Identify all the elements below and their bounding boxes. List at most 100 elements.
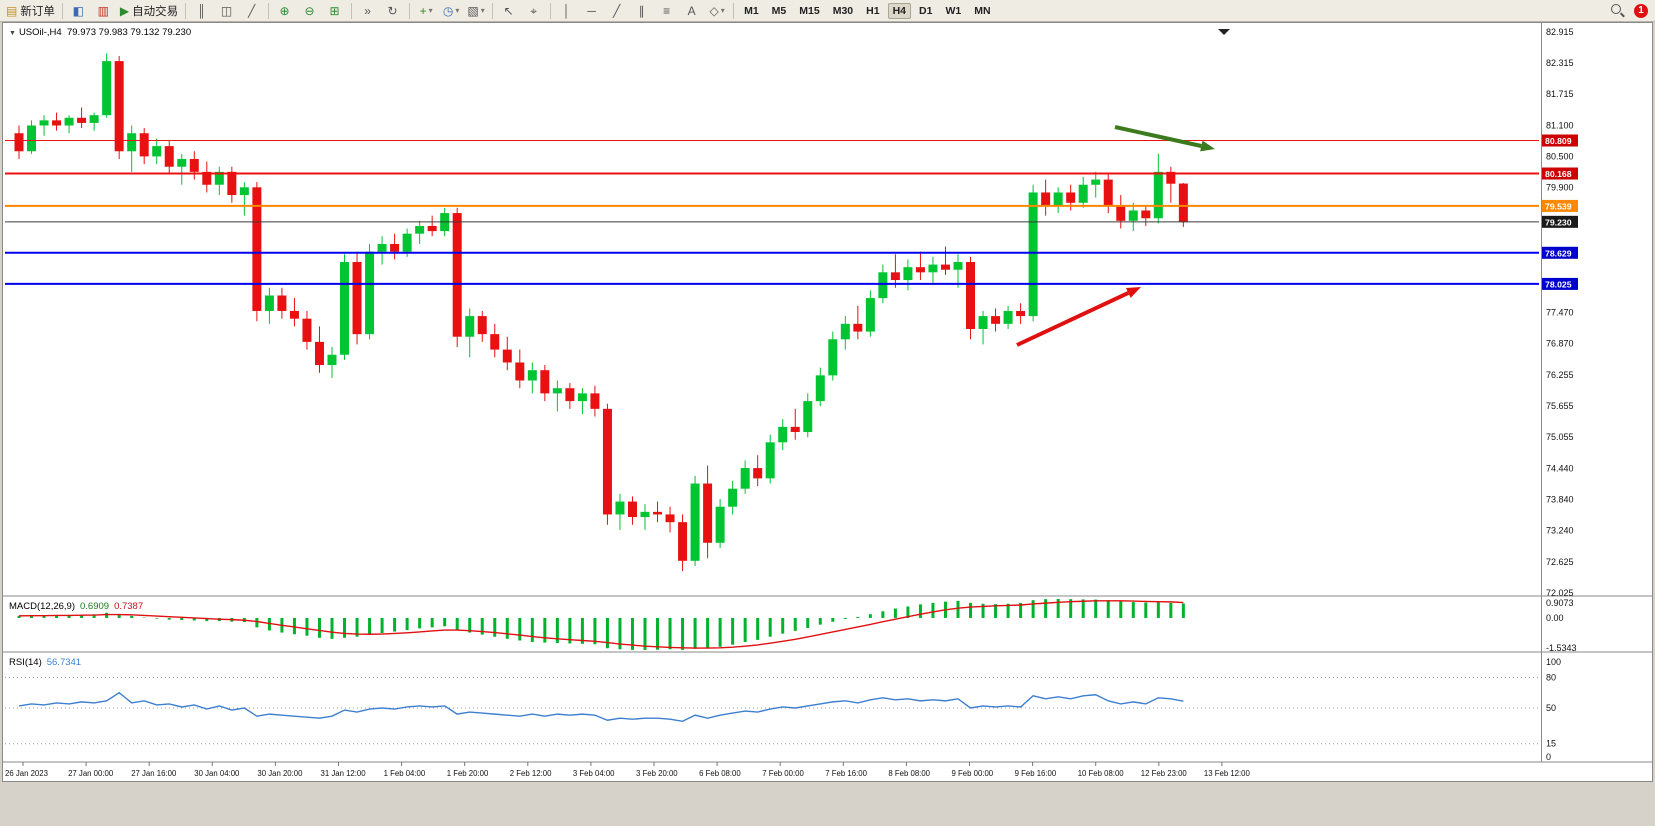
timeframe-m1-button[interactable]: M1 <box>744 4 759 17</box>
price-chart-canvas[interactable]: 82.915 82.315 81.715 81.100 80.500 79.900 77.4… <box>3 23 1652 781</box>
rsi-axis-label: 100 <box>1546 657 1561 667</box>
chevron-down-icon: ▾ <box>480 6 485 15</box>
svg-text:79.230: 79.230 <box>1545 217 1572 227</box>
time-axis-label: 2 Feb 12:00 <box>510 769 552 778</box>
toolbar-separator <box>268 2 270 19</box>
timeframe-m5-button[interactable]: M5 <box>771 4 787 17</box>
candle-body <box>289 310 299 319</box>
price-axis-label: 72.025 <box>1546 588 1574 598</box>
price-axis-label: 73.840 <box>1546 495 1574 505</box>
candle-body <box>778 426 788 443</box>
timeframe-h1-button[interactable]: H1 <box>866 4 880 17</box>
rsi-axis-label: 0 <box>1546 752 1551 762</box>
timeframe-m30-button[interactable]: M30 <box>832 4 854 17</box>
candle-body <box>1103 179 1113 206</box>
price-axis-label: 81.100 <box>1546 121 1574 131</box>
time-axis-label: 7 Feb 16:00 <box>825 769 867 778</box>
line-chart-button[interactable]: ╱ <box>240 1 264 21</box>
fibonacci-tool-button[interactable]: ≡ <box>655 1 679 21</box>
candlestick-icon: ◫ <box>220 3 233 18</box>
candle-body <box>114 61 124 152</box>
search-icon <box>1610 3 1625 18</box>
zoom-in-icon: ⊕ <box>279 3 290 18</box>
zoom-in-button[interactable]: ⊕ <box>273 1 297 21</box>
candle-body <box>928 264 938 273</box>
shapes-icon: ◇ <box>709 3 719 18</box>
autotrade-button[interactable]: ▶ 自动交易 <box>117 1 181 21</box>
candle-body <box>527 370 537 381</box>
indicators-button[interactable]: + ▾ <box>414 1 438 21</box>
horizontal-line-tool-button[interactable]: ─ <box>580 1 604 21</box>
price-axis-label: 74.440 <box>1546 464 1574 474</box>
scroll-to-end-marker[interactable] <box>1218 29 1230 35</box>
candle-body <box>64 117 74 126</box>
vertical-line-tool-button[interactable]: │ <box>555 1 579 21</box>
trendline-tool-button[interactable]: ╱ <box>605 1 629 21</box>
chart-shift-button[interactable]: » <box>356 1 380 21</box>
periods-button[interactable]: ◷ ▾ <box>439 1 463 21</box>
vertical-line-icon: │ <box>562 3 571 18</box>
candle-body <box>803 401 813 433</box>
timeframe-m15-button[interactable]: M15 <box>799 4 820 17</box>
crosshair-tool-button[interactable]: ⌖ <box>522 1 546 21</box>
candle-body <box>1153 171 1163 219</box>
new-order-button[interactable]: ▤ 新订单 <box>3 1 58 21</box>
bar-chart-icon: ║ <box>197 3 206 18</box>
tile-windows-button[interactable]: ⊞ <box>323 1 347 21</box>
cursor-tool-button[interactable]: ↖ <box>497 1 521 21</box>
macd-axis-zero: 0.00 <box>1546 613 1564 623</box>
text-tool-button[interactable]: A <box>680 1 704 21</box>
trendline-icon: ╱ <box>612 3 621 18</box>
candle-body <box>828 339 838 376</box>
candle-body <box>728 488 738 507</box>
shapes-tool-button[interactable]: ◇ ▾ <box>705 1 729 21</box>
red-arrow[interactable] <box>1016 287 1141 347</box>
toolbar-separator <box>409 2 411 19</box>
toolbar-separator <box>185 2 187 19</box>
candle-body <box>502 349 512 363</box>
candle-body <box>915 267 925 273</box>
search-button[interactable] <box>1605 1 1629 21</box>
rsi-axis-label: 80 <box>1546 672 1556 682</box>
timeframe-mn-button[interactable]: MN <box>974 4 991 17</box>
timeframe-d1-button[interactable]: D1 <box>919 4 933 17</box>
price-axis-label: 73.240 <box>1546 525 1574 535</box>
candle-body <box>753 468 763 479</box>
candle-body <box>477 316 487 335</box>
bar-chart-button[interactable]: ║ <box>190 1 214 21</box>
candle-body <box>27 125 37 152</box>
candlestick-chart-button[interactable]: ◫ <box>215 1 239 21</box>
price-tag: 80.809 <box>1542 134 1578 147</box>
notification-badge[interactable]: 1 <box>1634 3 1648 18</box>
channel-tool-button[interactable]: ∥ <box>630 1 654 21</box>
timeframe-h4-button[interactable]: H4 <box>887 2 912 19</box>
candle-body <box>427 225 437 232</box>
candle-body <box>790 426 800 433</box>
market-depth-button[interactable]: ▥ <box>92 1 116 21</box>
green-arrow[interactable] <box>1114 125 1215 152</box>
candle-body <box>515 362 525 381</box>
price-tag: 78.025 <box>1542 277 1578 290</box>
candle-body <box>715 506 725 543</box>
price-axis-label: 82.915 <box>1546 27 1574 37</box>
zoom-out-button[interactable]: ⊖ <box>298 1 322 21</box>
text-tool-icon: A <box>687 3 696 18</box>
time-axis-label: 7 Feb 00:00 <box>762 769 804 778</box>
candle-body <box>1141 210 1151 219</box>
templates-button[interactable]: ▧ ▾ <box>464 1 488 21</box>
auto-scroll-button[interactable]: ↻ <box>381 1 405 21</box>
price-axis-label: 72.625 <box>1546 557 1574 567</box>
time-axis-label: 3 Feb 04:00 <box>573 769 615 778</box>
candle-body <box>102 61 112 116</box>
time-axis-label: 12 Feb 23:00 <box>1141 769 1188 778</box>
candle-body <box>390 243 400 252</box>
candle-body <box>678 522 688 561</box>
candle-body <box>1091 179 1101 185</box>
new-chart-button[interactable]: ◧ <box>67 1 91 21</box>
time-axis-label: 26 Jan 2023 <box>5 769 48 778</box>
price-tag: 79.539 <box>1542 199 1578 212</box>
time-axis-label: 30 Jan 04:00 <box>194 769 240 778</box>
candle-body <box>1116 205 1126 221</box>
candle-body <box>14 133 24 152</box>
timeframe-w1-button[interactable]: W1 <box>945 4 962 17</box>
